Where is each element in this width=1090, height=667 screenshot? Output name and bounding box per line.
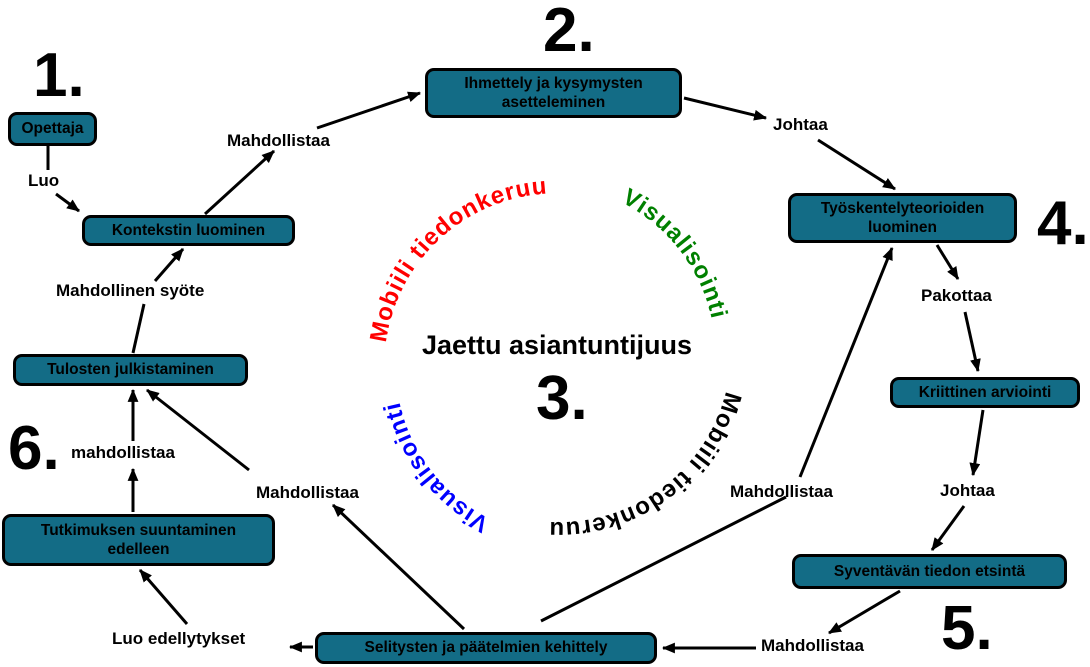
node-kriittinen-arviointi: Kriittinen arviointi xyxy=(890,377,1080,408)
edge-label-mahdollistaa-bottom-right: Mahdollistaa xyxy=(761,636,864,655)
node-selitysten-ja-paatelmien-kehittely: Selitysten ja päätelmien kehittely xyxy=(315,632,657,664)
node-tyoskentelyteorioiden-luominen: Työskentelyteorioiden luominen xyxy=(788,193,1017,243)
edge-luo-kontekstin xyxy=(55,192,80,213)
edge-kontekstin-mahdollistaa xyxy=(203,149,276,216)
center-title: Jaettu asiantuntijuus xyxy=(421,330,693,360)
edge-label-mahdollistaa-center-right: Mahdollistaa xyxy=(730,482,833,501)
node-tutkimuksen-suuntaminen-edelleen: Tutkimuksen suuntaminen edelleen xyxy=(2,514,275,566)
edge-tyoskentely-pakottaa xyxy=(935,244,960,280)
edge-label-mahdollistaa-center-left: Mahdollistaa xyxy=(256,483,359,502)
node-kontekstin-luominen: Kontekstin luominen xyxy=(82,215,295,246)
edge-syote-kontekstin xyxy=(153,248,185,282)
edge-label-mahdollistaa-top-left: Mahdollistaa xyxy=(227,131,330,150)
edge-label-mahdollistaa-left-lower: mahdollistaa xyxy=(71,443,175,462)
edge-selitysten-mahdollistaa-cr xyxy=(540,495,787,623)
edge-ihmettely-johtaa xyxy=(683,96,768,121)
step-number-1: 1. xyxy=(33,41,85,110)
node-opettaja: Opettaja xyxy=(8,112,97,146)
edge-syventava-mahdollistaa xyxy=(828,589,901,635)
edge-label-johtaa-top-right: Johtaa xyxy=(773,115,828,134)
step-number-5: 5. xyxy=(941,594,993,663)
step-number-3: 3. xyxy=(536,364,588,433)
edge-label-luo: Luo xyxy=(28,171,60,190)
node-syventavan-tiedon-etsinta: Syventävän tiedon etsintä xyxy=(792,554,1067,589)
edge-tulosten-syote xyxy=(131,303,146,354)
edge-label-mahdollinen-syote: Mahdollinen syöte xyxy=(56,281,205,300)
edge-johtaa-tyoskentely xyxy=(817,138,896,191)
edge-mahdollistaa-cl-tulosten xyxy=(146,388,250,472)
node-tulosten-julkistaminen: Tulosten julkistaminen xyxy=(13,354,248,386)
ring-text-visualisointi-bottom: Visualisointi xyxy=(379,399,493,537)
ring-text-mobiili-tiedonkeruu-top: Mobiili tiedonkeruu xyxy=(365,172,549,344)
edge-luo-edellytykset-tutkimuksen xyxy=(138,569,189,625)
step-number-6: 6. xyxy=(8,414,60,483)
edge-kriittinen-johtaa xyxy=(969,409,985,477)
edge-selitysten-mahdollistaa-cl xyxy=(331,503,466,631)
ring-text-visualisointi-top: Visualisointi xyxy=(618,184,732,322)
edge-mahdollistaa-cr-tyoskentely xyxy=(798,246,894,478)
edge-johtaa-syventava xyxy=(930,505,966,551)
node-ihmettely-ja-kysymysten-asetteleminen: Ihmettely ja kysymysten asetteleminen xyxy=(425,68,682,118)
edge-label-pakottaa: Pakottaa xyxy=(921,286,992,305)
edge-pakottaa-kriittinen xyxy=(963,311,981,373)
step-number-2: 2. xyxy=(543,0,595,65)
step-number-4: 4. xyxy=(1037,189,1089,258)
edge-mahdollistaa-ihmettely xyxy=(316,91,422,130)
edge-label-johtaa-right: Johtaa xyxy=(940,481,995,500)
edge-label-luo-edellytykset: Luo edellytykset xyxy=(112,629,246,648)
